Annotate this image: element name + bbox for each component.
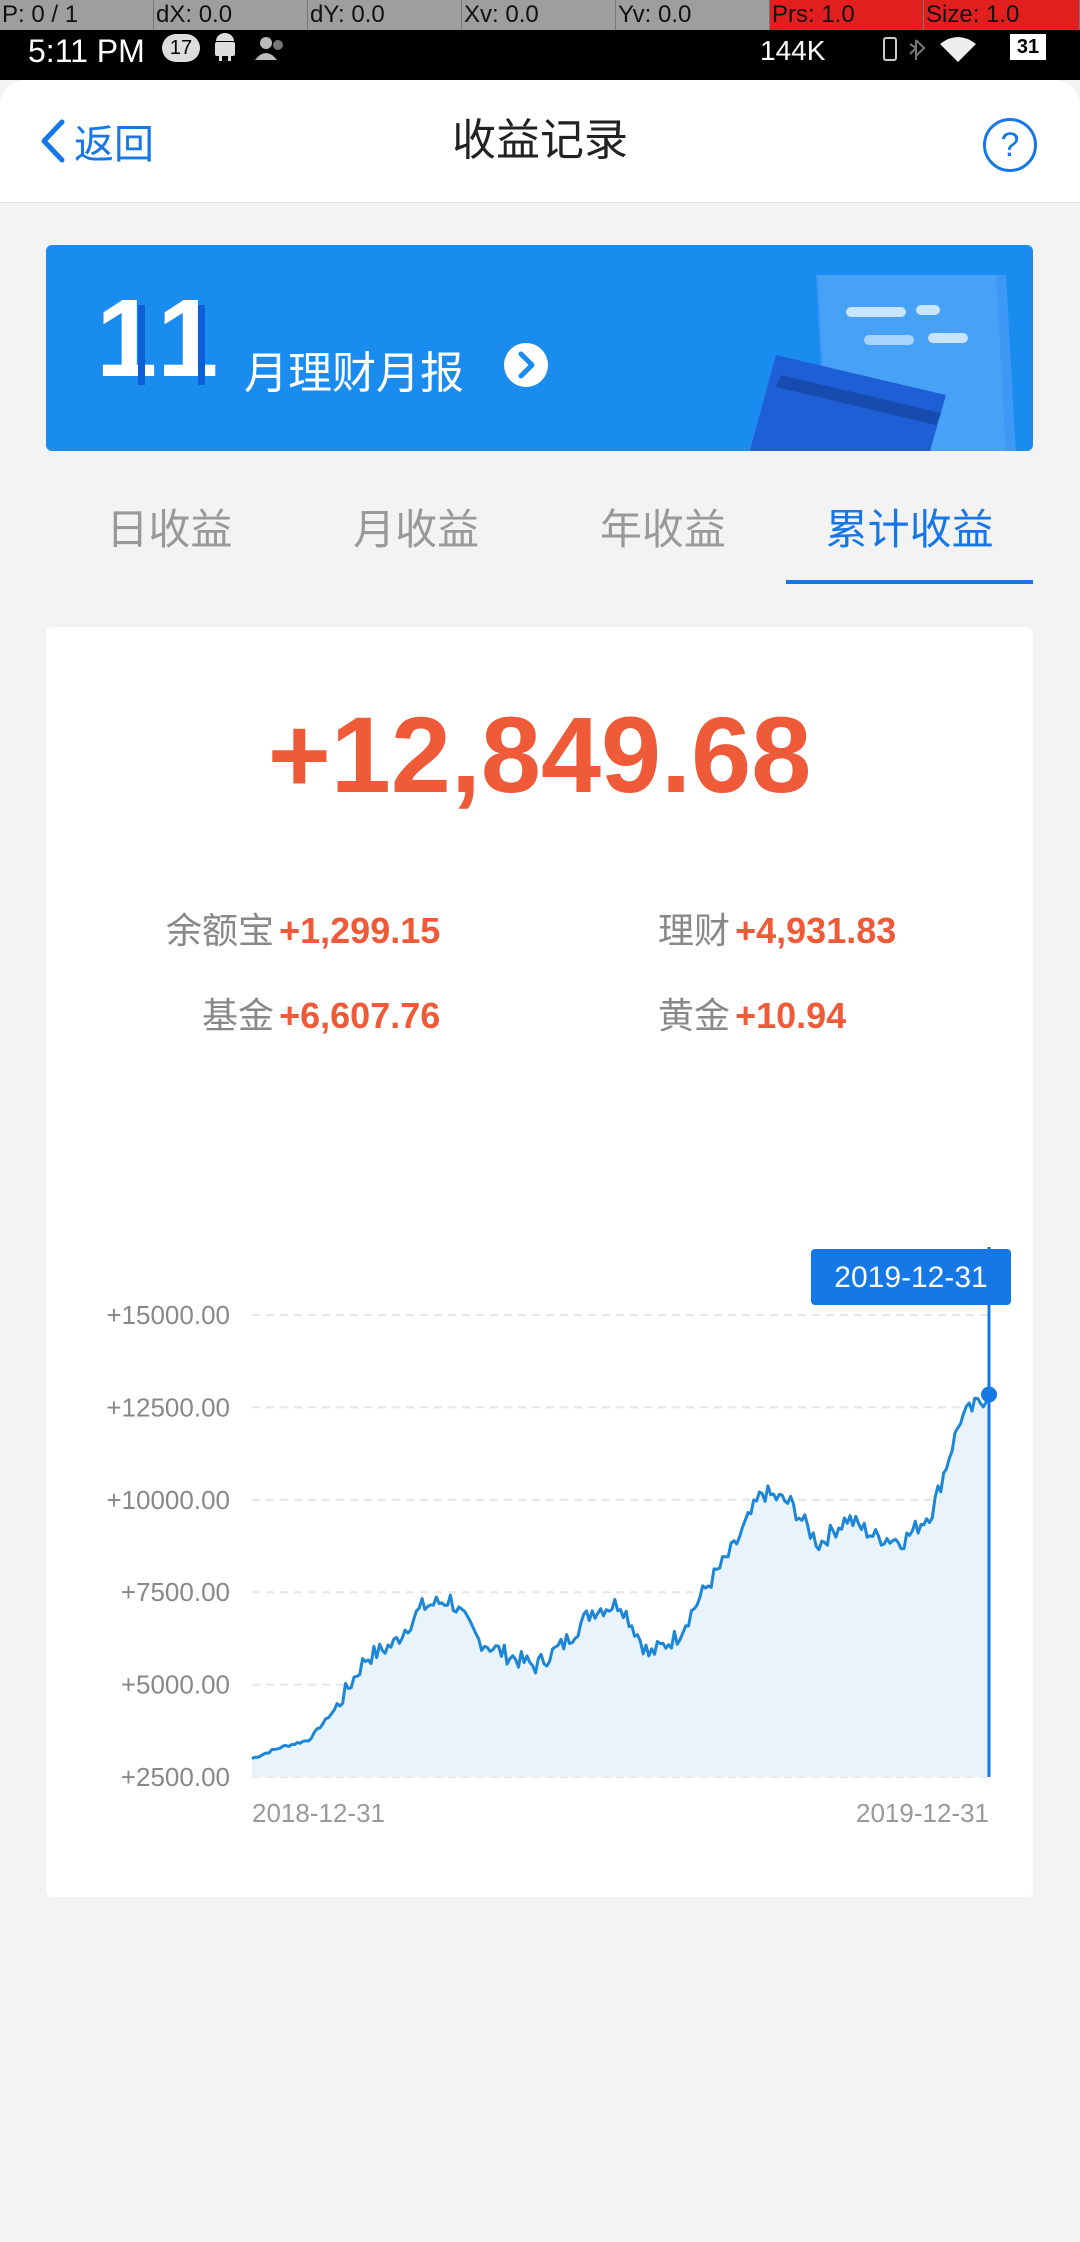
banner-title: 月理财月报 [244, 348, 464, 399]
total-earnings: +12,849.68 [267, 694, 812, 815]
earnings-tabs: 日收益 月收益 年收益 累计收益 [46, 480, 1033, 584]
pointer-count: P: 0 / 1 [0, 0, 154, 30]
chart-area-fill [252, 1394, 989, 1777]
breakdown-label: 理财 [658, 911, 731, 952]
breakdown-value: +1,299.15 [279, 910, 441, 951]
y-tick-label: +2500.00 [121, 1762, 230, 1792]
pressure: Prs: 1.0 [770, 0, 924, 30]
tab-yearly[interactable]: 年收益 [599, 505, 726, 554]
breakdown-value: +4,931.83 [735, 910, 897, 951]
status-bar: 5:11 PM 17 144K 31 [0, 30, 1080, 80]
breakdown-label: 基金 [202, 996, 275, 1037]
back-button[interactable]: 返回 [34, 116, 154, 168]
tooltip-box [811, 1249, 1011, 1305]
delta-x: dX: 0.0 [154, 0, 308, 30]
battery-level: 31 [1010, 34, 1046, 60]
banner-digit-accent [198, 305, 205, 385]
pointer-location-overlay: P: 0 / 1 dX: 0.0 dY: 0.0 Xv: 0.0 Yv: 0.0… [0, 0, 1080, 30]
tooltip-point [981, 1386, 997, 1403]
y-tick-label: +5000.00 [121, 1670, 230, 1700]
velocity-x: Xv: 0.0 [462, 0, 616, 30]
y-tick-label: +10000.00 [106, 1485, 230, 1515]
page-title: 收益记录 [452, 115, 628, 166]
network-speed: 144K [760, 35, 826, 66]
chevron-left-icon [41, 119, 65, 163]
help-icon: ? [1000, 126, 1020, 164]
report-illustration-icon [749, 275, 1016, 451]
user-icon [255, 37, 283, 60]
help-button[interactable]: ? [983, 118, 1037, 172]
notification-badge: 17 [162, 34, 200, 62]
signal-icons [883, 37, 976, 62]
tooltip-date: 2019-12-31 [834, 1261, 987, 1294]
y-tick-label: +7500.00 [121, 1577, 230, 1607]
chart-series-line [251, 1393, 991, 1760]
x-tick-label: 2018-12-31 [252, 1798, 385, 1828]
earnings-card: +12,849.68 余额宝 +1,299.15 理财 +4,931.83 基金… [46, 627, 1033, 1897]
x-tick-label: 2019-12-31 [856, 1798, 989, 1828]
chevron-right-icon [504, 343, 548, 387]
y-tick-label: +15000.00 [106, 1300, 230, 1330]
monthly-report-banner[interactable]: 11 月理财月报 [46, 245, 1033, 451]
banner-month-number: 11 [96, 277, 225, 400]
breakdown-item-gold: 黄金 +10.94 [658, 987, 846, 1039]
breakdown-item-licai: 理财 +4,931.83 [658, 902, 896, 954]
tab-cumulative[interactable]: 累计收益 [786, 480, 1033, 584]
cumulative-earnings-chart[interactable]: +2500.00 +5000.00 +7500.00 +10000.00 +12500.… [46, 627, 1033, 1897]
breakdown-item-fund: 基金 +6,607.76 [202, 987, 440, 1039]
velocity-y: Yv: 0.0 [616, 0, 770, 30]
banner-digit-accent [138, 305, 145, 385]
tab-daily[interactable]: 日收益 [106, 505, 233, 554]
breakdown-label: 余额宝 [166, 911, 275, 952]
delta-y: dY: 0.0 [308, 0, 462, 30]
breakdown-value: +10.94 [735, 995, 847, 1036]
y-tick-label: +12500.00 [106, 1392, 230, 1422]
android-icon [215, 33, 235, 61]
status-time: 5:11 PM [28, 33, 145, 69]
nav-header: 收益记录 返回 ? [0, 80, 1080, 203]
breakdown-value: +6,607.76 [279, 995, 441, 1036]
back-label: 返回 [74, 122, 154, 168]
breakdown-label: 黄金 [658, 996, 731, 1037]
breakdown-item-yuebao: 余额宝 +1,299.15 [166, 902, 440, 954]
tab-monthly[interactable]: 月收益 [353, 505, 480, 554]
size: Size: 1.0 [924, 0, 1080, 30]
